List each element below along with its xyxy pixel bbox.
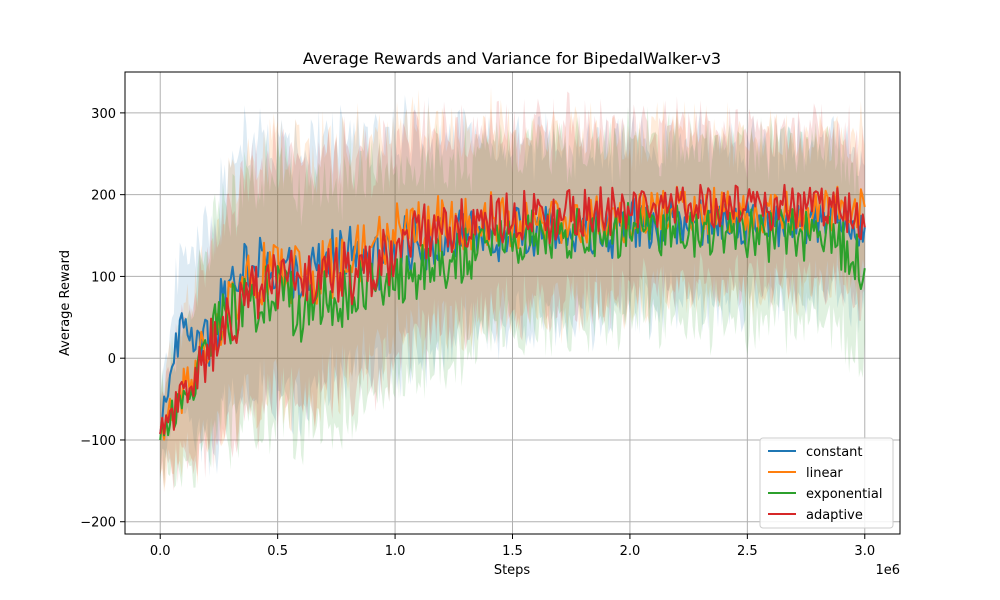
y-axis: −200 −100 0 100 200 300 [80,107,125,531]
legend-label-adaptive: adaptive [806,508,863,523]
y-axis-label: Average Reward [58,250,73,356]
series-line-exponential [159,201,866,441]
plot-area [124,71,901,535]
x-axis-label: Steps [494,563,531,578]
x-tick-label: 1.0 [385,544,406,559]
legend-box [759,437,894,529]
variance-band-adaptive [160,91,865,491]
x-tick-label: 3.0 [854,544,875,559]
x-tick-label: 1.5 [502,544,523,559]
x-axis: 0.0 0.5 1.0 1.5 2.0 2.5 3.0 [150,534,875,559]
series-line-adaptive [159,183,866,435]
series-lines [159,183,866,441]
x-axis-offset-text: 1e6 [875,563,900,578]
variance-band-constant [160,95,865,482]
x-tick-label: 0.5 [267,544,288,559]
variance-band-exponential [160,106,865,489]
y-tick-label: 100 [91,270,116,285]
legend-label-exponential: exponential [806,487,882,502]
chart-title: Average Rewards and Variance for Bipedal… [303,49,721,68]
y-tick-label: 0 [108,352,116,367]
legend: constant linear exponential adaptive [759,437,894,529]
y-tick-label: −100 [80,434,116,449]
y-tick-label: 200 [91,189,116,204]
y-tick-label: 300 [91,107,116,122]
y-tick-label: −200 [80,516,116,531]
x-tick-label: 0.0 [150,544,171,559]
variance-bands [160,87,865,493]
series-line-linear [159,185,866,441]
x-tick-label: 2.0 [620,544,641,559]
x-tick-label: 2.5 [737,544,758,559]
legend-label-constant: constant [806,445,863,460]
legend-label-linear: linear [806,466,843,481]
variance-band-linear [160,87,865,493]
